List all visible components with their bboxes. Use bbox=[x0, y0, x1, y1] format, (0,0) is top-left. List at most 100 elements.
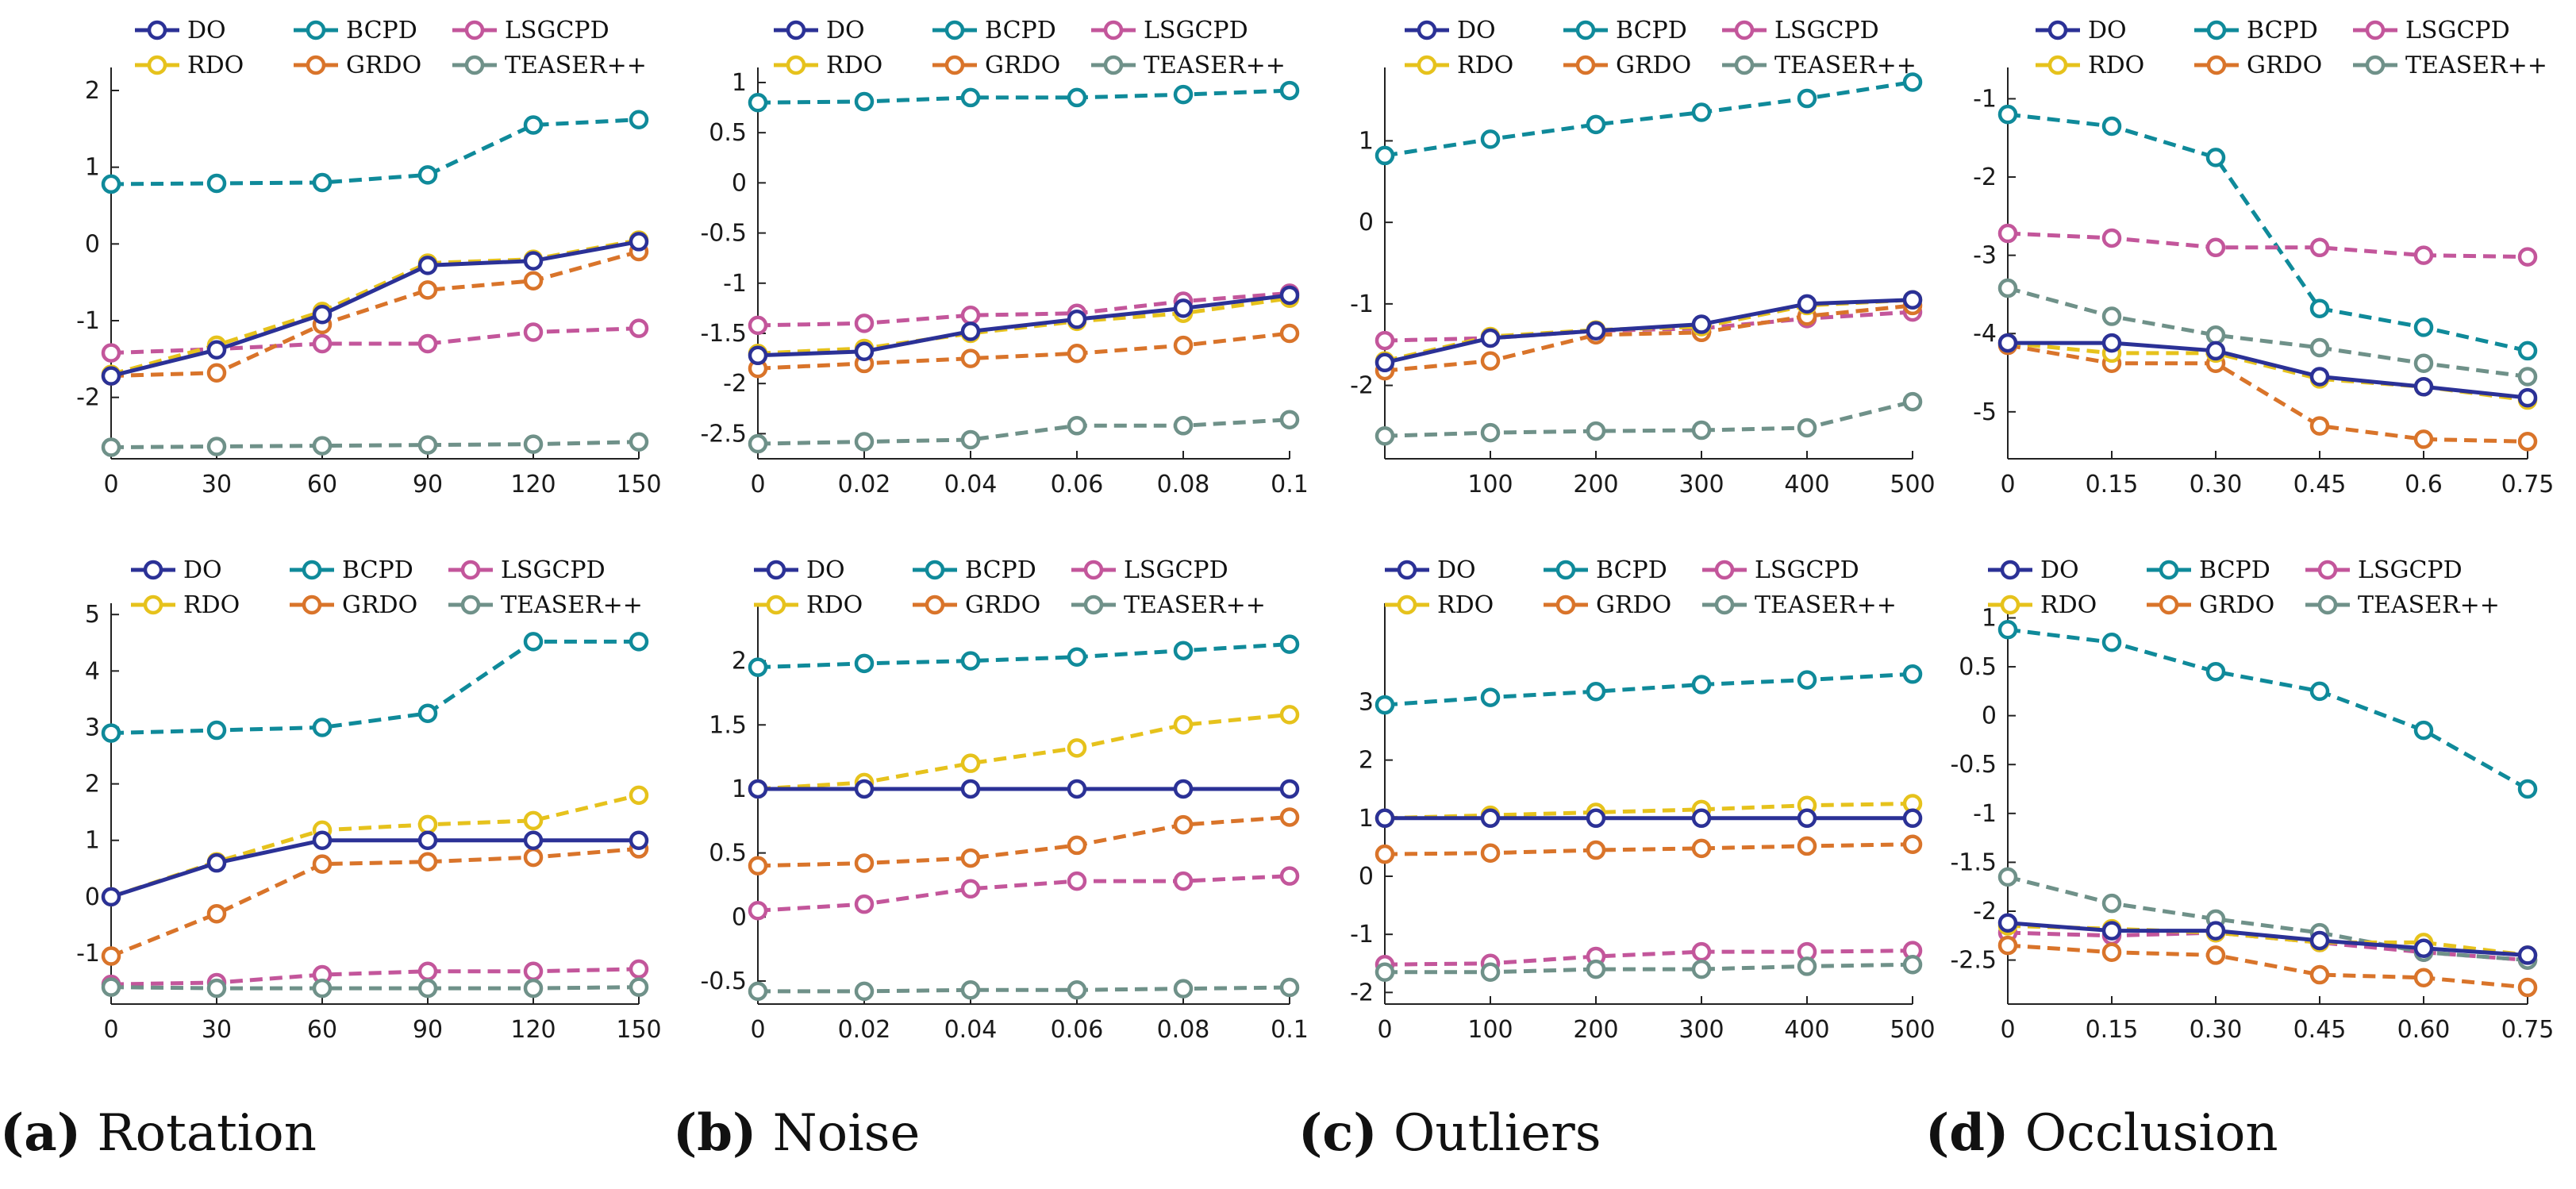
legend-label: GRDO bbox=[2247, 52, 2322, 79]
series-line-do bbox=[757, 293, 1290, 358]
legend-label: GRDO bbox=[2199, 591, 2274, 619]
series-line-do bbox=[110, 239, 640, 379]
series-teaserplusplus bbox=[1375, 391, 1923, 446]
data-point-teaserplusplus bbox=[1067, 980, 1087, 1000]
series-line-teaserplusplus bbox=[1384, 399, 1913, 438]
data-point-do bbox=[629, 830, 649, 850]
series-grdo bbox=[1375, 295, 1923, 381]
caption-a-letter: (a) bbox=[0, 1103, 82, 1163]
x-tick-label: 120 bbox=[510, 1016, 556, 1044]
legend-marker bbox=[2159, 560, 2179, 580]
data-point-bcpd bbox=[1797, 670, 1817, 690]
data-point-lsgcpd bbox=[2205, 237, 2226, 258]
y-tick-label: 3 bbox=[85, 714, 100, 741]
legend-marker bbox=[1555, 594, 1576, 615]
legend-label: RDO bbox=[183, 591, 240, 619]
x-tick-label: 0.02 bbox=[838, 1016, 891, 1044]
x-tick-label: 400 bbox=[1784, 471, 1829, 498]
series-line-grdo bbox=[757, 814, 1290, 868]
series-line-lsgcpd bbox=[1384, 949, 1913, 967]
data-point-lsgcpd bbox=[854, 314, 875, 333]
series-teaserplusplus bbox=[748, 410, 1300, 454]
x-tick-label: 30 bbox=[202, 1016, 232, 1044]
data-point-bcpd bbox=[1279, 634, 1300, 654]
legend-label: TEASER++ bbox=[1755, 591, 1897, 619]
data-point-teaserplusplus bbox=[206, 437, 227, 456]
data-point-do bbox=[417, 830, 438, 850]
legend-label: GRDO bbox=[985, 52, 1060, 79]
series-line-teaserplusplus bbox=[2007, 286, 2528, 379]
series-do bbox=[1997, 333, 2538, 408]
y-tick-label: -2 bbox=[723, 370, 747, 398]
legend-entry-rdo: RDO bbox=[1405, 52, 1513, 79]
legend-entry-lsgcpd: LSGCPD bbox=[1071, 556, 1228, 584]
data-point-teaserplusplus bbox=[1691, 959, 1712, 979]
legend-label: TEASER++ bbox=[1144, 52, 1286, 79]
y-tick-label: -2 bbox=[1350, 372, 1374, 400]
data-point-do bbox=[960, 321, 981, 341]
legend-marker bbox=[944, 20, 965, 40]
y-tick-label: 1 bbox=[85, 154, 100, 182]
legend: DO BCPD LSGCPD RDO GRDO TEASER++ bbox=[1988, 556, 2500, 619]
data-point-teaserplusplus bbox=[960, 429, 981, 450]
legend-marker bbox=[2365, 20, 2386, 40]
legend: DO BCPD LSGCPD RDO GRDO TEASER++ bbox=[135, 17, 647, 79]
data-point-bcpd bbox=[1067, 647, 1087, 668]
data-point-do bbox=[206, 340, 227, 360]
legend-marker bbox=[147, 55, 167, 75]
y-tick-label: -1 bbox=[1350, 291, 1374, 318]
legend-entry-lsgcpd: LSGCPD bbox=[1091, 17, 1248, 44]
caption-a: (a) Rotation bbox=[0, 1103, 317, 1163]
legend: DO BCPD LSGCPD RDO GRDO TEASER++ bbox=[774, 17, 1286, 79]
legend-marker bbox=[143, 594, 163, 615]
legend-entry-teaserplusplus: TEASER++ bbox=[2305, 591, 2500, 619]
data-point-bcpd bbox=[1797, 88, 1817, 109]
legend-label: TEASER++ bbox=[1774, 52, 1917, 79]
legend-entry-grdo: GRDO bbox=[1544, 591, 1671, 619]
data-point-bcpd bbox=[417, 165, 438, 185]
legend-label: BCPD bbox=[346, 17, 417, 44]
y-tick-label: 3 bbox=[1359, 688, 1374, 716]
legend-marker bbox=[1417, 20, 1437, 40]
data-point-bcpd bbox=[1375, 695, 1395, 715]
x-tick-label: 0.45 bbox=[2293, 1016, 2347, 1044]
legend-marker bbox=[306, 55, 326, 75]
data-point-teaserplusplus bbox=[101, 437, 121, 457]
series-line-grdo bbox=[757, 331, 1290, 371]
series-line-bcpd bbox=[2007, 112, 2528, 353]
series-grdo bbox=[101, 241, 649, 386]
series-line-lsgcpd bbox=[757, 874, 1290, 913]
series-grdo bbox=[748, 323, 1300, 379]
legend-label: LSGCPD bbox=[1124, 556, 1228, 584]
data-point-teaserplusplus bbox=[1375, 425, 1395, 446]
legend-marker bbox=[2206, 20, 2227, 40]
data-point-bcpd bbox=[2517, 779, 2538, 799]
data-point-do bbox=[1586, 321, 1606, 341]
data-point-teaserplusplus bbox=[1902, 391, 1923, 412]
data-point-grdo bbox=[1173, 814, 1194, 835]
legend-label: LSGCPD bbox=[2358, 556, 2463, 584]
data-point-bcpd bbox=[960, 87, 981, 108]
series-line-bcpd bbox=[110, 117, 640, 187]
y-tick-label: -4 bbox=[1973, 320, 1997, 348]
data-point-teaserplusplus bbox=[1797, 417, 1817, 438]
series-line-do bbox=[2007, 921, 2528, 957]
caption-d: (d) Occlusion bbox=[1925, 1103, 2278, 1163]
legend-entry-do: DO bbox=[754, 556, 845, 584]
data-point-bcpd bbox=[960, 651, 981, 671]
data-point-do bbox=[1691, 808, 1712, 829]
series-lsgcpd bbox=[1997, 223, 2538, 267]
data-point-teaserplusplus bbox=[2101, 893, 2122, 914]
chart-panel-8: -2.5 -2 -1.5 -1 -0.5 0 0.5 1 0 0.15 0.30 0.45 0.60 0.… bbox=[1950, 556, 2554, 1044]
data-point-teaserplusplus bbox=[1691, 420, 1712, 441]
data-point-lsgcpd bbox=[1997, 223, 2018, 244]
data-point-do bbox=[1375, 808, 1395, 829]
series-do bbox=[101, 232, 649, 386]
data-point-bcpd bbox=[2205, 148, 2226, 167]
series-line-lsgcpd bbox=[2007, 231, 2528, 260]
data-point-bcpd bbox=[1279, 80, 1300, 101]
legend-label: GRDO bbox=[1616, 52, 1691, 79]
data-point-bcpd bbox=[1173, 641, 1194, 660]
data-point-bcpd bbox=[2309, 298, 2330, 318]
legend-entry-rdo: RDO bbox=[131, 591, 240, 619]
